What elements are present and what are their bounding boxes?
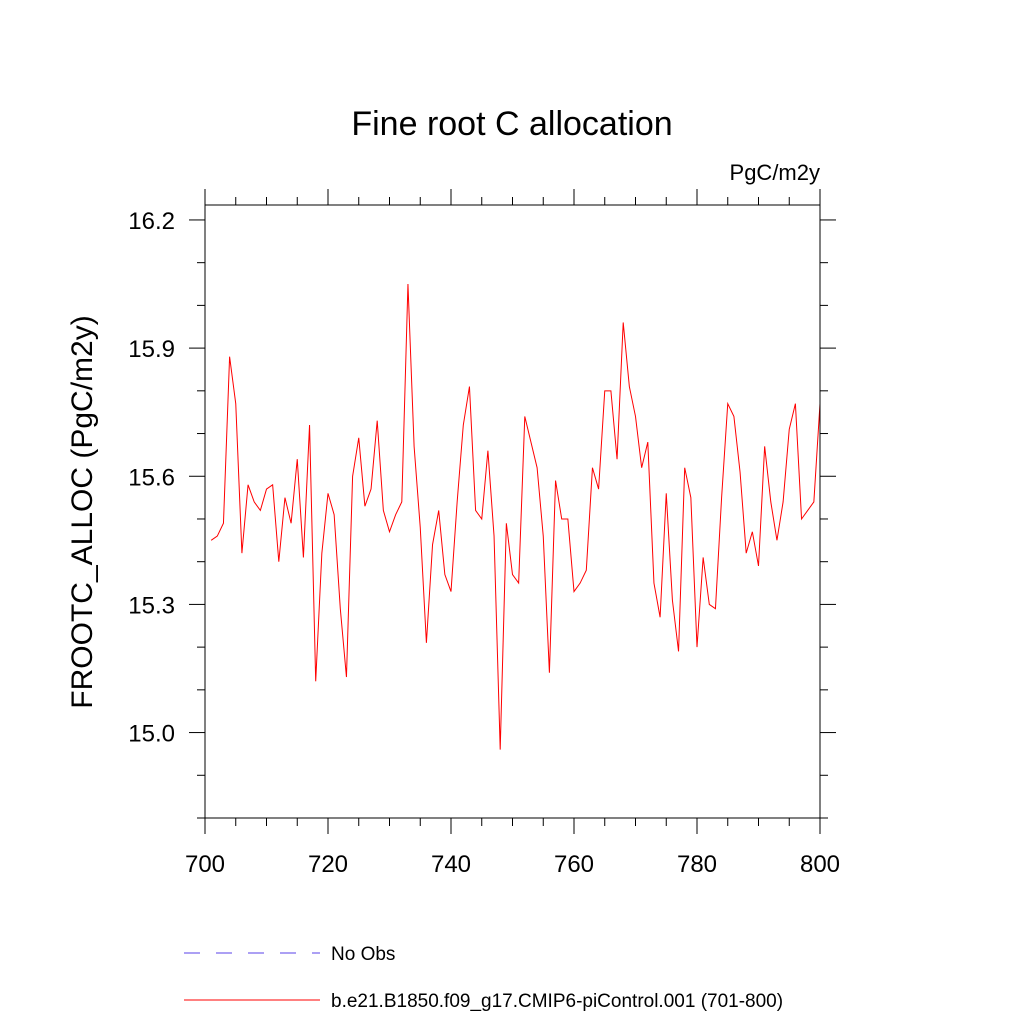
series-line-model-run xyxy=(210,284,821,750)
x-tick-label: 740 xyxy=(431,851,471,878)
x-tick-label: 760 xyxy=(554,851,594,878)
y-tick-label: 16.2 xyxy=(128,208,175,235)
x-tick-label: 700 xyxy=(185,851,225,878)
series-group xyxy=(210,284,821,750)
y-tick-label: 15.3 xyxy=(128,592,175,619)
plot-frame xyxy=(204,204,821,819)
y-tick-label: 15.0 xyxy=(128,721,175,748)
y-tick-label: 15.6 xyxy=(128,464,175,491)
legend-label-no-obs: No Obs xyxy=(331,944,395,965)
x-tick-label: 780 xyxy=(677,851,717,878)
x-tick-label: 720 xyxy=(308,851,348,878)
y-axis-label: FROOTC_ALLOC (PgC/m2y) xyxy=(66,315,99,708)
legend-label-model-run: b.e21.B1850.f09_g17.CMIP6-piControl.001 … xyxy=(331,991,783,1012)
axes: 700 720 740 760 780 800 15.0 15.3 15.6 15.9 16.2 xyxy=(128,189,840,878)
y-tick-label: 15.9 xyxy=(128,336,175,363)
x-tick-label: 800 xyxy=(800,851,840,878)
legend: No Obs b.e21.B1850.f09_g17.CMIP6-piContr… xyxy=(184,944,783,1012)
units-label: PgC/m2y xyxy=(730,160,820,185)
chart-title: Fine root C allocation xyxy=(351,105,672,143)
